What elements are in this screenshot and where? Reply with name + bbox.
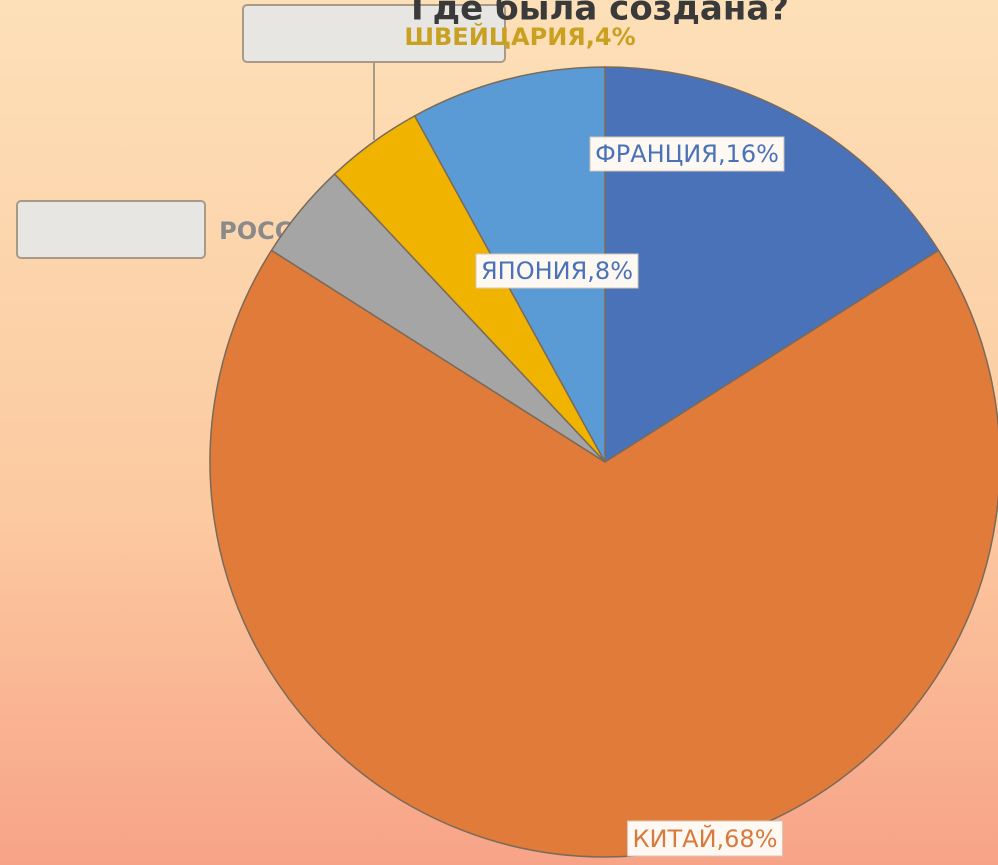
chart-title: Где была создана? xyxy=(411,0,789,29)
data-label: ФРАНЦИЯ,16% xyxy=(595,140,779,168)
label-box xyxy=(475,253,639,289)
label-box xyxy=(589,136,785,172)
data-label: КИТАЙ,68% xyxy=(633,824,778,853)
pie-slice xyxy=(209,249,998,858)
data-label: ШВЕЙЦАРИЯ,4% xyxy=(404,22,635,51)
label-box xyxy=(627,820,783,857)
data-label: ЯПОНИЯ,8% xyxy=(481,257,633,285)
callout-box xyxy=(16,200,206,259)
